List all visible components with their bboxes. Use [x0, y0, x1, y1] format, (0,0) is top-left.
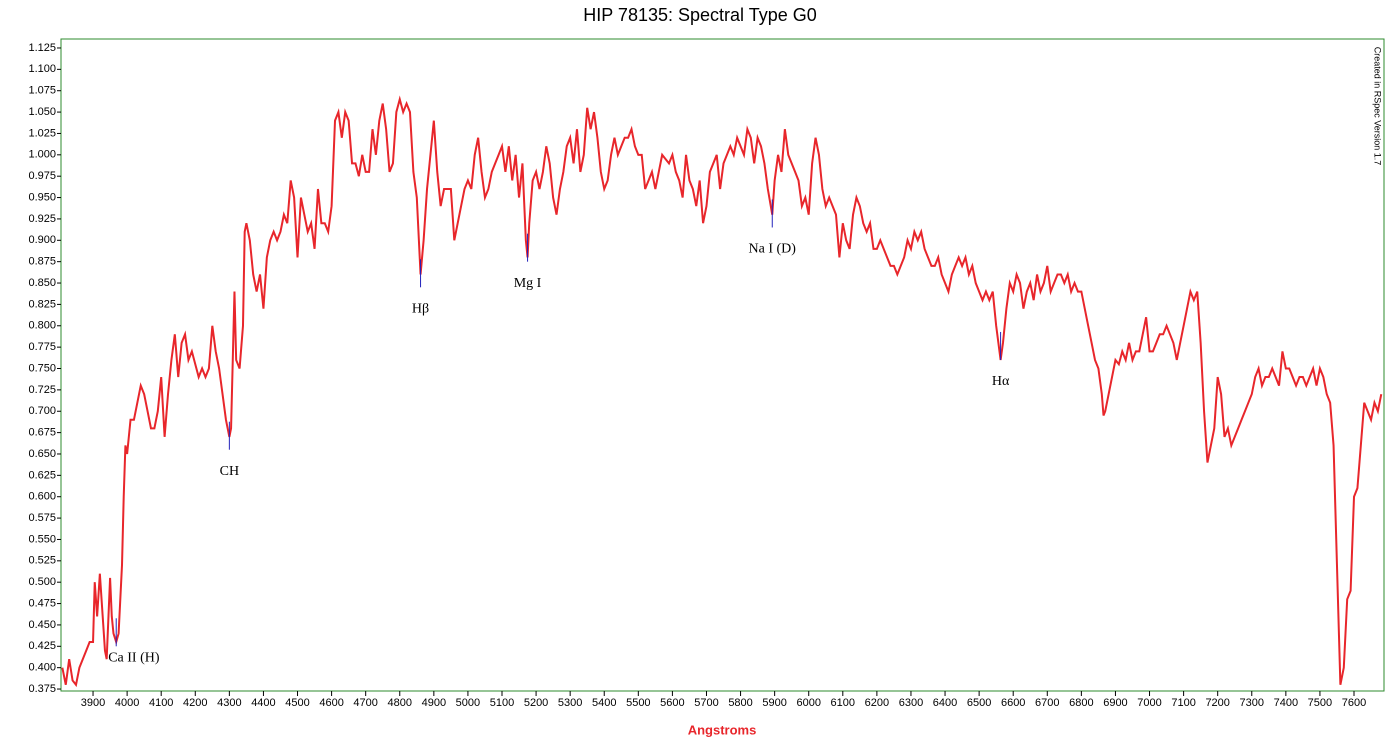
- y-tick-label: 0.825: [28, 298, 56, 310]
- y-tick-label: 0.375: [28, 683, 56, 695]
- y-tick-label: 0.850: [28, 277, 56, 289]
- y-tick-label: 0.700: [28, 405, 56, 417]
- y-tick-label: 0.475: [28, 597, 56, 609]
- x-tick-label: 6300: [899, 697, 923, 709]
- y-tick-label: 0.500: [28, 576, 56, 588]
- x-tick-label: 6500: [967, 697, 991, 709]
- y-tick-label: 0.750: [28, 362, 56, 374]
- y-tick-label: 0.425: [28, 640, 56, 652]
- x-tick-label: 7300: [1240, 697, 1264, 709]
- y-tick-label: 0.950: [28, 191, 56, 203]
- y-tick-label: 0.650: [28, 448, 56, 460]
- x-tick-label: 6900: [1103, 697, 1127, 709]
- x-tick-label: 5600: [660, 697, 684, 709]
- side-note: Created in RSpec Version 1.7: [1373, 47, 1383, 166]
- spectrum-line: [61, 95, 1383, 688]
- y-tick-label: 0.675: [28, 427, 56, 439]
- annotation-label: Mg I: [514, 276, 542, 291]
- x-tick-label: 5900: [762, 697, 786, 709]
- y-tick-label: 1.100: [28, 63, 56, 75]
- y-tick-label: 0.725: [28, 384, 56, 396]
- x-tick-label: 6000: [796, 697, 820, 709]
- annotation-label: Ca II (H): [108, 651, 160, 666]
- annotation-label: CH: [220, 464, 239, 479]
- y-tick-label: 0.550: [28, 533, 56, 545]
- x-tick-label: 6600: [1001, 697, 1025, 709]
- x-tick-label: 7100: [1171, 697, 1195, 709]
- x-tick-label: 3900: [81, 697, 105, 709]
- annotation-label: Hα: [992, 374, 1010, 389]
- x-tick-label: 4200: [183, 697, 207, 709]
- y-tick-label: 0.775: [28, 341, 56, 353]
- x-tick-label: 6800: [1069, 697, 1093, 709]
- x-tick-label: 6200: [865, 697, 889, 709]
- x-tick-label: 4100: [149, 697, 173, 709]
- x-tick-label: 5400: [592, 697, 616, 709]
- y-tick-label: 1.050: [28, 106, 56, 118]
- annotation-label: Na I (D): [749, 242, 797, 257]
- y-tick-label: 0.450: [28, 619, 56, 631]
- x-tick-label: 4500: [285, 697, 309, 709]
- x-tick-label: 5500: [626, 697, 650, 709]
- x-tick-label: 6100: [831, 697, 855, 709]
- x-tick-label: 7400: [1274, 697, 1298, 709]
- y-tick-label: 0.800: [28, 320, 56, 332]
- x-tick-label: 6700: [1035, 697, 1059, 709]
- x-tick-label: 6400: [933, 697, 957, 709]
- x-tick-label: 4300: [217, 697, 241, 709]
- x-tick-label: 5700: [694, 697, 718, 709]
- x-tick-label: 4000: [115, 697, 139, 709]
- y-tick-label: 1.025: [28, 127, 56, 139]
- y-tick-label: 1.075: [28, 85, 56, 97]
- y-tick-label: 1.125: [28, 42, 56, 54]
- plot-frame: [60, 38, 1385, 692]
- chart-title: HIP 78135: Spectral Type G0: [583, 5, 816, 25]
- x-tick-label: 5100: [490, 697, 514, 709]
- x-tick-label: 7600: [1342, 697, 1366, 709]
- y-tick-label: 0.975: [28, 170, 56, 182]
- y-tick-label: 0.400: [28, 662, 56, 674]
- y-tick-label: 0.600: [28, 491, 56, 503]
- y-tick-label: 0.625: [28, 469, 56, 481]
- y-tick-label: 0.900: [28, 234, 56, 246]
- y-tick-label: 0.925: [28, 213, 56, 225]
- x-tick-label: 4900: [422, 697, 446, 709]
- y-tick-label: 0.575: [28, 512, 56, 524]
- y-tick-label: 0.525: [28, 555, 56, 567]
- x-tick-label: 5300: [558, 697, 582, 709]
- y-tick-label: 1.000: [28, 149, 56, 161]
- annotation-label: Hβ: [412, 302, 429, 317]
- x-tick-label: 4800: [388, 697, 412, 709]
- x-tick-label: 5200: [524, 697, 548, 709]
- x-tick-label: 7500: [1308, 697, 1332, 709]
- x-tick-label: 4700: [353, 697, 377, 709]
- x-tick-label: 7200: [1205, 697, 1229, 709]
- x-tick-label: 7000: [1137, 697, 1161, 709]
- x-tick-label: 5000: [456, 697, 480, 709]
- y-tick-label: 0.875: [28, 256, 56, 268]
- x-tick-label: 5800: [728, 697, 752, 709]
- x-axis-label: Angstroms: [688, 722, 757, 737]
- x-tick-label: 4400: [251, 697, 275, 709]
- x-tick-label: 4600: [319, 697, 343, 709]
